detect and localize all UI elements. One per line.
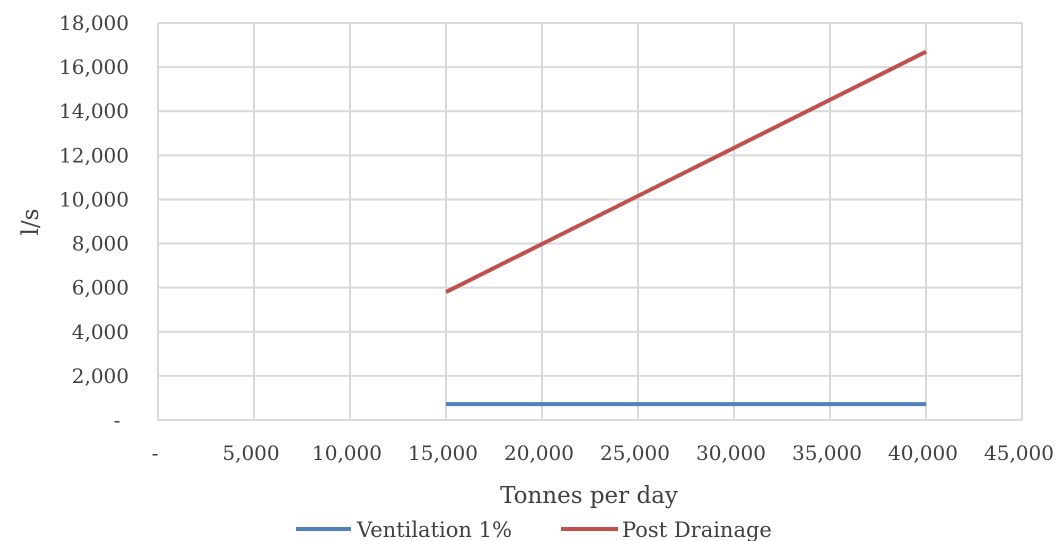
- x-tick-label: -: [152, 441, 159, 465]
- x-tick-label: 5,000: [222, 441, 279, 465]
- y-tick-label: 18,000: [59, 11, 129, 35]
- legend-label: Post Drainage: [622, 518, 772, 541]
- y-tick-label: 8,000: [72, 232, 129, 256]
- legend: Ventilation 1% Post Drainage: [296, 518, 772, 541]
- legend-label: Ventilation 1%: [356, 518, 512, 541]
- axes: [157, 23, 1022, 421]
- y-tick-label: 10,000: [59, 187, 129, 211]
- x-tick-label: 25,000: [600, 441, 670, 465]
- x-tick-label: 45,000: [984, 441, 1054, 465]
- x-tick-label: 40,000: [888, 441, 958, 465]
- y-tick-label: 2,000: [72, 364, 129, 388]
- y-tick-label: 4,000: [72, 320, 129, 344]
- grid: [158, 22, 1023, 420]
- y-tick-label: -: [114, 408, 121, 432]
- x-axis-title: Tonnes per day: [500, 483, 678, 509]
- x-tick-label: 15,000: [408, 441, 478, 465]
- series-line-2: [445, 49, 927, 294]
- y-tick-label: 6,000: [72, 276, 129, 300]
- y-tick-label: 12,000: [59, 143, 129, 167]
- x-tick-label: 10,000: [312, 441, 382, 465]
- series: [445, 49, 927, 407]
- x-tick-label: 20,000: [504, 441, 574, 465]
- x-tick-label: 35,000: [792, 441, 862, 465]
- y-tick-label: 14,000: [59, 99, 129, 123]
- y-tick-label: 16,000: [59, 55, 129, 79]
- y-axis-title: l/s: [18, 209, 44, 236]
- tick-labels: - 2,000 4,000 6,000 8,000 10,000 12,000 14,000 1…: [59, 11, 1054, 465]
- x-tick-label: 30,000: [696, 441, 766, 465]
